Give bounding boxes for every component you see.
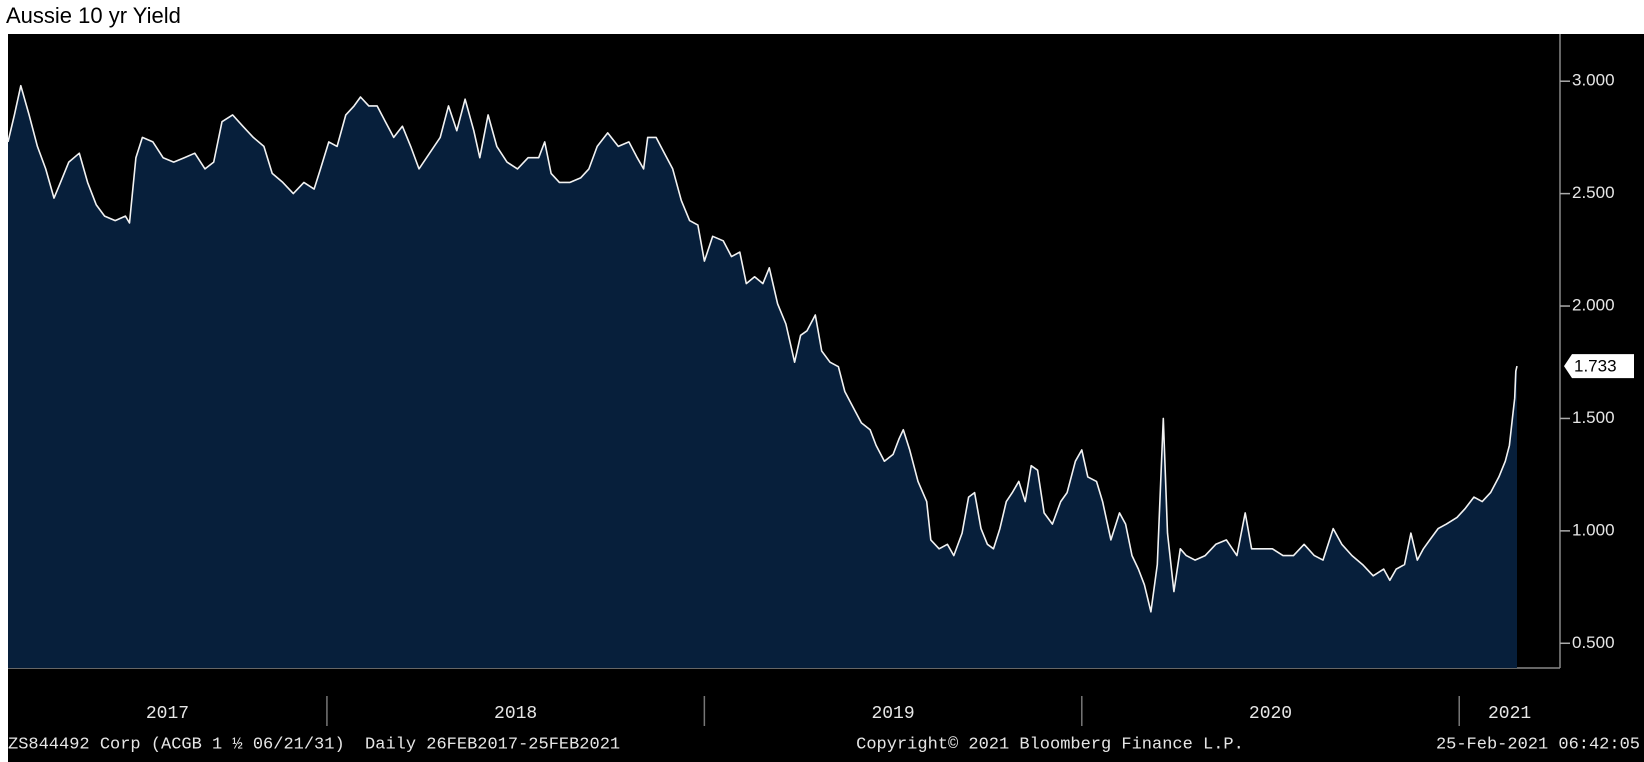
x-tick-label: 2018 xyxy=(494,704,537,724)
yield-line xyxy=(7,84,1518,613)
x-tick-label: 2017 xyxy=(146,704,189,724)
footer-security: ZS844492 Corp (ACGB 1 ½ 06/21/31) Daily … xyxy=(8,735,620,754)
y-tick-label: 2.500 xyxy=(1572,183,1615,202)
x-tick-label: 2019 xyxy=(871,704,914,724)
x-tick-label: 2020 xyxy=(1249,704,1292,724)
chart-title: Aussie 10 yr Yield xyxy=(6,3,181,28)
footer-copyright: Copyright© 2021 Bloomberg Finance L.P. xyxy=(856,735,1244,754)
last-value-tag xyxy=(1564,354,1634,379)
area-fill xyxy=(8,85,1517,668)
last-value-label: 1.733 xyxy=(1574,357,1617,376)
y-tick-label: 1.500 xyxy=(1572,408,1615,427)
y-tick-label: 0.500 xyxy=(1572,633,1615,652)
y-tick-label: 1.000 xyxy=(1572,520,1615,539)
x-tick-label: 2021 xyxy=(1488,704,1531,724)
y-tick-label: 2.000 xyxy=(1572,296,1615,315)
footer-timestamp: 25-Feb-2021 06:42:05 xyxy=(1436,735,1640,754)
y-tick-label: 3.000 xyxy=(1572,71,1615,90)
